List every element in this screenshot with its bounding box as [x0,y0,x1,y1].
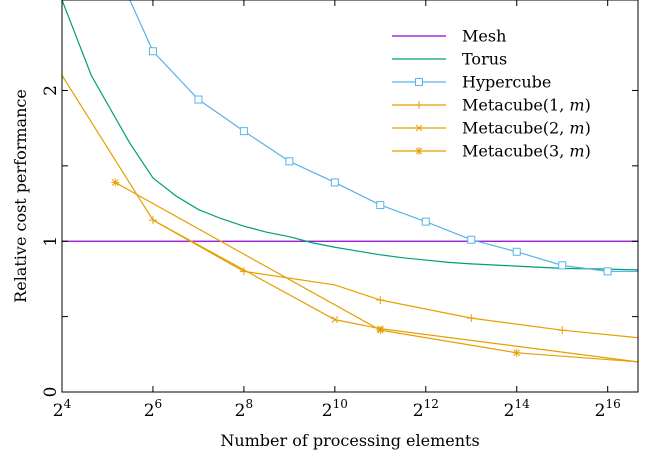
axis-ticks: 24 26 28 210 212 214 216 0 1 2 [41,0,638,421]
plot-frame [61,0,639,393]
data-point-3-5 [467,314,476,323]
x-tick-label-1: 26 [144,397,162,421]
legend-entry-3: Metacube(1, m) [392,96,591,115]
data-point-2-7 [421,217,430,226]
legend-label-0: Mesh [462,27,506,46]
legend-entry-5: Metacube(3, m) [392,142,591,161]
data-point-3-4 [376,296,385,305]
data-point-5-2 [512,348,521,357]
data-point-2-5 [330,178,339,187]
legend-marker-4 [415,124,423,132]
legend-entry-2: Hypercube [392,73,551,92]
data-point-2-1 [148,47,157,56]
series-line-4 [152,219,638,363]
legend-marker-5 [415,147,423,155]
legend: Mesh Torus Hypercube Metacube(1, m) Metacube… [392,27,591,161]
y-tick-label-4: 2 [41,85,61,96]
legend-label-2: Hypercube [462,73,551,92]
legend-marker-2 [415,78,423,86]
x-tick-label-5: 214 [504,397,530,421]
legend-entry-0: Mesh [392,27,506,46]
data-point-2-8 [467,235,476,244]
data-point-3-1 [148,216,157,225]
legend-marker-3 [415,101,423,109]
legend-label-3: Metacube(1, m) [462,96,591,115]
x-tick-label-0: 24 [53,397,72,421]
plot-marks [62,0,638,363]
y-tick-label-2: 1 [41,236,61,247]
x-tick-label-6: 216 [595,397,621,421]
legend-entry-1: Torus [392,50,507,69]
data-point-2-10 [558,261,567,270]
data-point-2-3 [239,127,248,136]
legend-label-5: Metacube(3, m) [462,142,591,161]
series-line-1 [62,0,638,271]
data-point-5-1 [376,326,385,335]
data-point-2-9 [512,247,521,256]
x-axis-label: Number of processing elements [220,431,479,450]
data-point-4-1 [331,316,339,323]
data-point-3-6 [558,326,567,335]
legend-label-4: Metacube(2, m) [462,119,591,138]
x-tick-label-3: 210 [322,397,348,421]
series-line-3 [62,75,638,339]
data-point-5-0 [111,178,120,187]
y-tick-label-0: 0 [41,387,61,398]
data-point-2-11 [603,267,612,276]
x-tick-label-4: 212 [413,397,439,421]
data-point-2-6 [376,201,385,210]
data-point-2-2 [194,95,203,104]
legend-entry-4: Metacube(2, m) [392,119,591,138]
legend-label-1: Torus [462,50,507,69]
y-axis-label: Relative cost performance [11,89,30,303]
series-line-5 [114,181,638,363]
x-tick-label-2: 28 [235,397,253,421]
data-point-2-4 [285,157,294,166]
